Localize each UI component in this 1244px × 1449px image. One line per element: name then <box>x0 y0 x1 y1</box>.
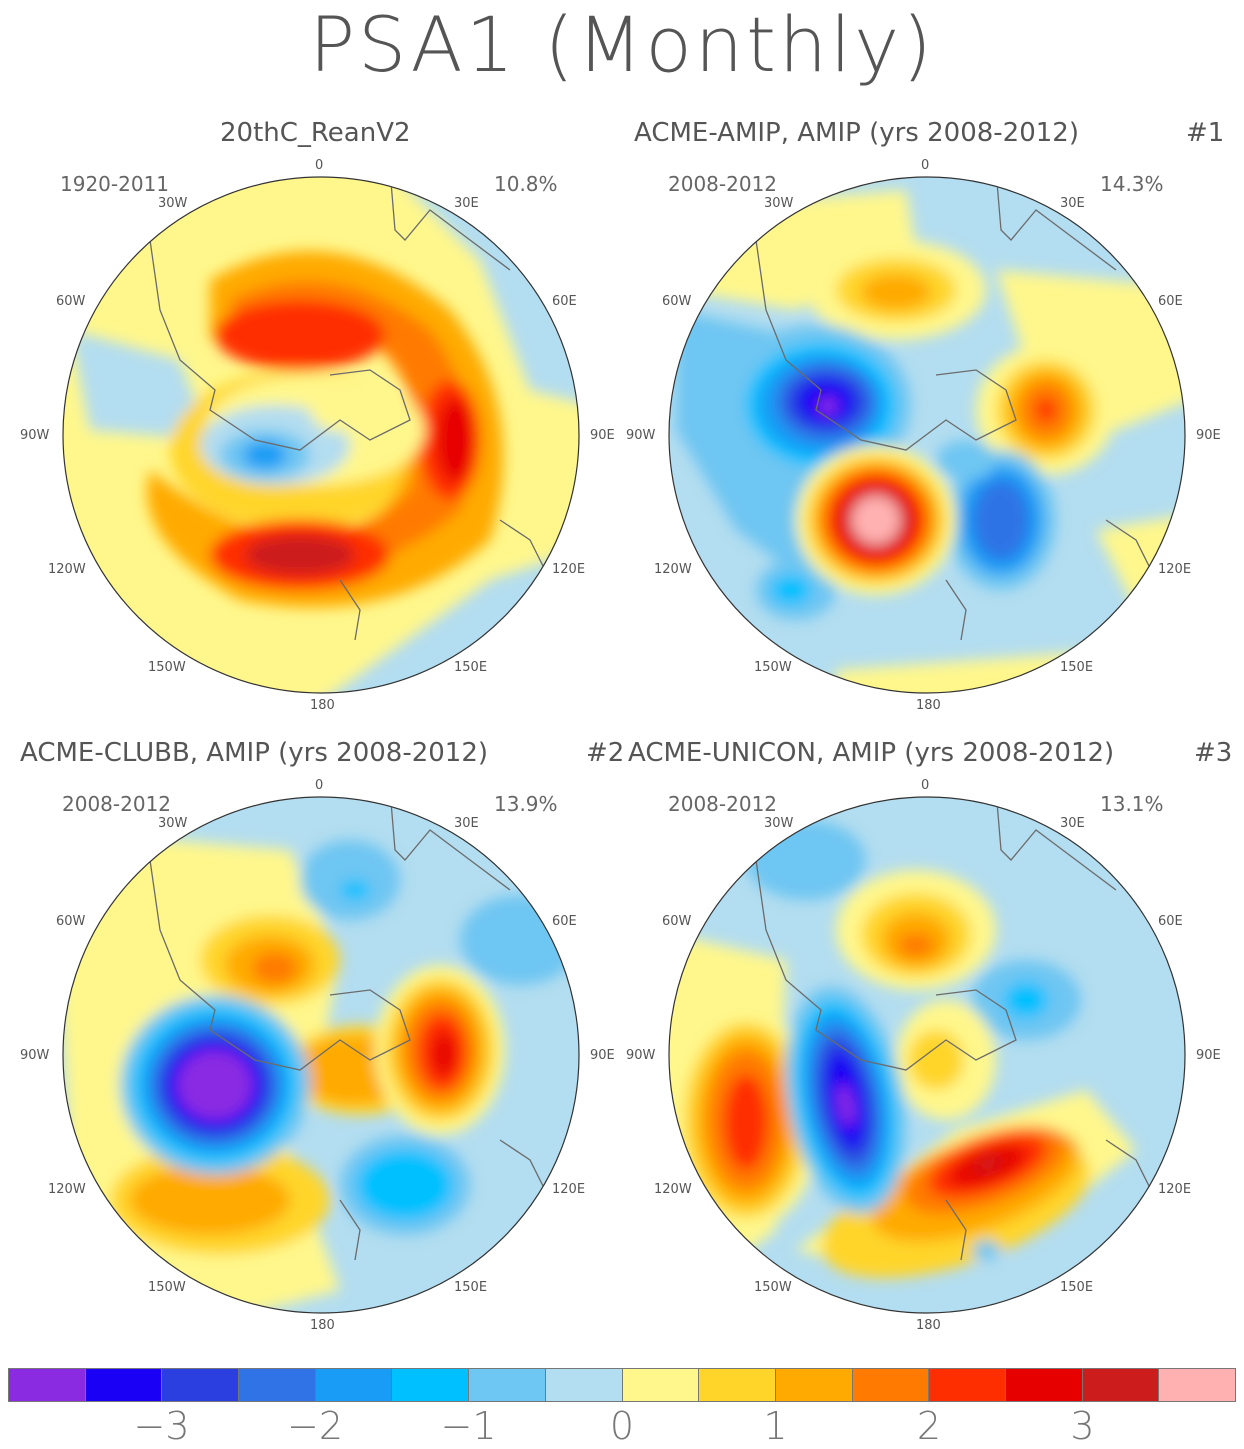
panel-variance: 13.1% <box>1100 792 1164 816</box>
colorbar-swatch <box>1159 1369 1235 1401</box>
lon-label-120w: 120W <box>654 1182 692 1197</box>
colorbar-swatch <box>85 1369 163 1401</box>
lon-label-30w: 30W <box>158 816 188 831</box>
lon-label-60w: 60W <box>662 914 692 929</box>
lon-label-180: 180 <box>310 1318 335 1333</box>
lon-label-0: 0 <box>921 778 930 793</box>
map-panel-1: 20thC_ReanV2 1920-2011 10.8% <box>10 110 630 730</box>
lon-label-90e: 90E <box>1196 1048 1221 1063</box>
colorbar-tick-label: −2 <box>286 1404 344 1448</box>
colorbar-swatch <box>1005 1369 1083 1401</box>
lon-label-0: 0 <box>315 778 324 793</box>
lon-label-180: 180 <box>916 698 941 713</box>
panel-period: 2008-2012 <box>62 792 172 816</box>
colorbar-tick-label: 1 <box>763 1404 788 1448</box>
lon-label-180: 180 <box>916 1318 941 1333</box>
lon-label-150e: 150E <box>1060 1280 1094 1295</box>
lon-label-150w: 150W <box>754 1280 792 1295</box>
colorbar-swatch <box>392 1369 470 1401</box>
panel-variance: 14.3% <box>1100 172 1164 196</box>
lon-label-180: 180 <box>310 698 335 713</box>
lon-label-90e: 90E <box>1196 428 1221 443</box>
colorbar-swatch <box>162 1369 240 1401</box>
colorbar-swatch <box>852 1369 930 1401</box>
lon-label-120e: 120E <box>552 1182 586 1197</box>
lon-label-150w: 150W <box>754 660 792 675</box>
lon-label-30e: 30E <box>454 816 479 831</box>
lon-label-90w: 90W <box>626 1048 656 1063</box>
lon-label-30w: 30W <box>764 816 794 831</box>
lon-label-30e: 30E <box>454 196 479 211</box>
panel-period: 1920-2011 <box>60 172 170 196</box>
lon-label-60w: 60W <box>662 294 692 309</box>
lon-label-150e: 150E <box>454 660 488 675</box>
lon-label-30w: 30W <box>764 196 794 211</box>
colorbar-swatch <box>469 1369 546 1401</box>
lon-label-150w: 150W <box>148 660 186 675</box>
lon-label-120w: 120W <box>48 562 86 577</box>
polar-map <box>668 176 1186 694</box>
polar-map <box>62 176 580 694</box>
lon-label-0: 0 <box>921 158 930 173</box>
figure-title: PSA1 (Monthly) <box>309 0 935 89</box>
lon-label-60e: 60E <box>552 914 577 929</box>
colorbar-swatch <box>9 1369 86 1401</box>
lon-label-120w: 120W <box>654 562 692 577</box>
colorbar-tick-label: 0 <box>609 1404 635 1448</box>
lon-label-120w: 120W <box>48 1182 86 1197</box>
lon-label-60e: 60E <box>552 294 577 309</box>
lon-label-30e: 30E <box>1060 816 1085 831</box>
colorbar-swatch <box>315 1369 393 1401</box>
map-panel-4: ACME-UNICON, AMIP (yrs 2008-2012) #3 200… <box>616 730 1236 1350</box>
lon-label-60e: 60E <box>1158 294 1183 309</box>
panel-title: ACME-UNICON, AMIP (yrs 2008-2012) <box>628 738 1115 768</box>
panel-variance: 13.9% <box>494 792 558 816</box>
colorbar-tick-label: 3 <box>1070 1404 1095 1448</box>
colorbar-swatch <box>929 1369 1006 1401</box>
panel-title: 20thC_ReanV2 <box>220 118 411 148</box>
panel-title: ACME-AMIP, AMIP (yrs 2008-2012) <box>634 118 1079 148</box>
polar-map <box>668 796 1186 1314</box>
lon-label-90w: 90W <box>20 1048 50 1063</box>
colorbar <box>8 1368 1236 1402</box>
panel-variance: 10.8% <box>494 172 558 196</box>
lon-label-90w: 90W <box>20 428 50 443</box>
lon-label-150e: 150E <box>1060 660 1094 675</box>
lon-label-120e: 120E <box>1158 562 1192 577</box>
colorbar-swatch <box>622 1369 700 1401</box>
lon-label-90e: 90E <box>590 1048 615 1063</box>
lon-label-60w: 60W <box>56 294 86 309</box>
lon-label-30w: 30W <box>158 196 188 211</box>
panel-period: 2008-2012 <box>668 172 778 196</box>
map-panel-3: ACME-CLUBB, AMIP (yrs 2008-2012) #2 2008… <box>10 730 630 1350</box>
lon-label-30e: 30E <box>1060 196 1085 211</box>
panel-number: #2 <box>586 738 625 768</box>
colorbar-swatch <box>699 1369 776 1401</box>
map-panel-2: ACME-AMIP, AMIP (yrs 2008-2012) #1 2008-… <box>616 110 1236 730</box>
lon-label-60w: 60W <box>56 914 86 929</box>
colorbar-swatch <box>1082 1369 1160 1401</box>
panel-number: #3 <box>1194 738 1233 768</box>
panel-period: 2008-2012 <box>668 792 778 816</box>
lon-label-150e: 150E <box>454 1280 488 1295</box>
lon-label-150w: 150W <box>148 1280 186 1295</box>
panel-number: #1 <box>1186 118 1225 148</box>
lon-label-90e: 90E <box>590 428 615 443</box>
lon-label-90w: 90W <box>626 428 656 443</box>
colorbar-tick-label: −3 <box>133 1404 190 1448</box>
colorbar-tick-label: 2 <box>916 1404 942 1448</box>
colorbar-swatch <box>545 1369 623 1401</box>
lon-label-0: 0 <box>315 158 324 173</box>
colorbar-swatch <box>239 1369 316 1401</box>
polar-map <box>62 796 580 1314</box>
panel-title: ACME-CLUBB, AMIP (yrs 2008-2012) <box>20 738 489 768</box>
lon-label-60e: 60E <box>1158 914 1183 929</box>
colorbar-swatch <box>775 1369 853 1401</box>
colorbar-tick-label: −1 <box>440 1404 497 1448</box>
lon-label-120e: 120E <box>552 562 586 577</box>
lon-label-120e: 120E <box>1158 1182 1192 1197</box>
